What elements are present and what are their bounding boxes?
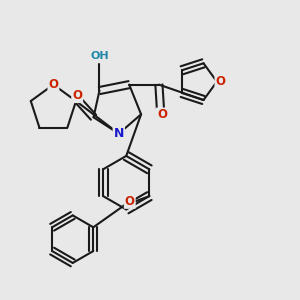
Text: O: O (215, 75, 225, 88)
Text: O: O (157, 108, 167, 122)
Text: O: O (48, 78, 59, 91)
Text: OH: OH (90, 51, 109, 62)
Text: O: O (125, 195, 135, 208)
Text: O: O (72, 89, 82, 102)
Text: N: N (114, 127, 124, 140)
